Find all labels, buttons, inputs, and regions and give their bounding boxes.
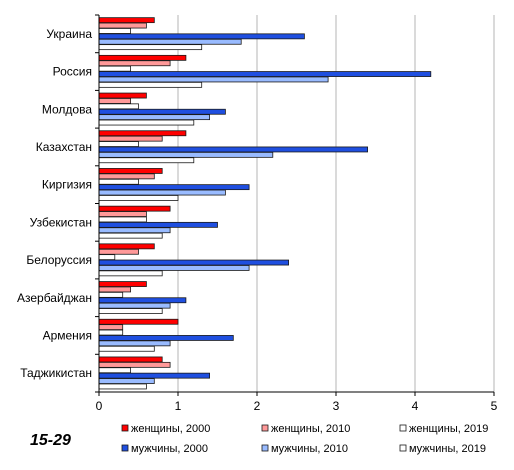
bar <box>98 173 155 180</box>
legend: женщины, 2000 женщины, 2010 женщины, 2019 м… <box>121 423 488 455</box>
bar <box>98 265 250 271</box>
bar <box>98 54 187 61</box>
legend-swatch <box>261 444 269 452</box>
bar <box>98 216 147 223</box>
bar <box>98 38 242 45</box>
bar <box>98 184 250 191</box>
bar <box>98 108 226 115</box>
tick-labels: 0 1 2 3 4 5 <box>96 399 498 413</box>
bar <box>98 308 163 314</box>
bar <box>98 254 116 261</box>
bar <box>98 259 290 266</box>
legend-label: мужчины, 2000 <box>131 443 208 455</box>
x-tick-label: 4 <box>412 399 419 413</box>
bar <box>98 378 155 384</box>
category-label: Узбекистан <box>30 215 92 229</box>
legend-label: женщины, 2010 <box>271 423 350 435</box>
bar <box>98 232 163 239</box>
bar <box>98 281 147 287</box>
bar <box>98 318 179 325</box>
bar <box>98 119 195 126</box>
bar <box>98 60 171 67</box>
legend-label: мужчины, 2010 <box>271 443 348 455</box>
bar <box>98 92 147 99</box>
bar <box>98 340 171 347</box>
bar <box>98 345 155 352</box>
bar <box>98 356 163 363</box>
axes <box>95 14 495 396</box>
bars <box>98 17 432 390</box>
bar <box>98 286 132 293</box>
bar <box>98 329 124 336</box>
bar <box>98 17 155 24</box>
bar <box>98 22 147 29</box>
legend-label: женщины, 2000 <box>131 423 210 435</box>
bar <box>98 248 139 255</box>
bar <box>98 302 171 309</box>
category-labels: Украина Россия Молдова Казахстан Киргизия Узб… <box>17 27 92 380</box>
bar <box>98 130 187 137</box>
bar <box>98 114 210 121</box>
bar <box>98 103 139 110</box>
category-label: Россия <box>53 65 92 79</box>
bar <box>98 189 226 196</box>
age-group-label: 15-29 <box>30 432 71 449</box>
bar <box>98 178 139 185</box>
bar <box>98 141 139 147</box>
legend-label: мужчины, 2019 <box>409 443 486 455</box>
bar <box>98 227 171 234</box>
bar <box>98 372 210 379</box>
x-tick-label: 2 <box>254 399 261 413</box>
bar <box>98 297 187 304</box>
bar <box>98 168 163 174</box>
category-label: Казахстан <box>36 140 92 154</box>
bar <box>98 157 195 164</box>
bar <box>98 195 179 201</box>
category-label: Таджикистан <box>20 366 92 380</box>
bar <box>98 28 132 34</box>
x-tick-label: 3 <box>333 399 340 413</box>
bar <box>98 211 147 217</box>
bar <box>98 71 432 77</box>
bar <box>98 324 124 331</box>
bar <box>98 44 203 51</box>
bar <box>98 135 163 142</box>
bar <box>98 205 171 212</box>
x-tick-label: 0 <box>96 399 103 413</box>
bar <box>98 151 274 158</box>
legend-swatch <box>261 424 269 432</box>
bar <box>98 361 171 368</box>
category-label: Белоруссия <box>26 253 92 267</box>
bar <box>98 81 203 88</box>
bar <box>98 76 329 83</box>
legend-swatch <box>399 444 407 452</box>
bar <box>98 221 218 228</box>
bar <box>98 335 234 341</box>
legend-swatch <box>399 424 407 432</box>
bar <box>98 146 369 153</box>
bar <box>98 98 132 104</box>
category-label: Азербайджан <box>17 291 92 305</box>
bar <box>98 367 132 374</box>
bar <box>98 33 305 40</box>
category-label: Молдова <box>42 102 92 116</box>
x-tick-label: 1 <box>175 399 182 413</box>
bar <box>98 270 163 277</box>
bar <box>98 243 155 250</box>
x-tick-label: 5 <box>491 399 498 413</box>
category-label: Киргизия <box>42 178 92 192</box>
bar <box>98 291 124 298</box>
legend-swatch <box>121 444 129 452</box>
bar <box>98 65 132 72</box>
category-label: Украина <box>46 27 92 41</box>
legend-label: женщины, 2019 <box>409 423 488 435</box>
category-label: Армения <box>43 328 92 342</box>
legend-swatch <box>121 424 129 432</box>
bar <box>98 383 147 390</box>
